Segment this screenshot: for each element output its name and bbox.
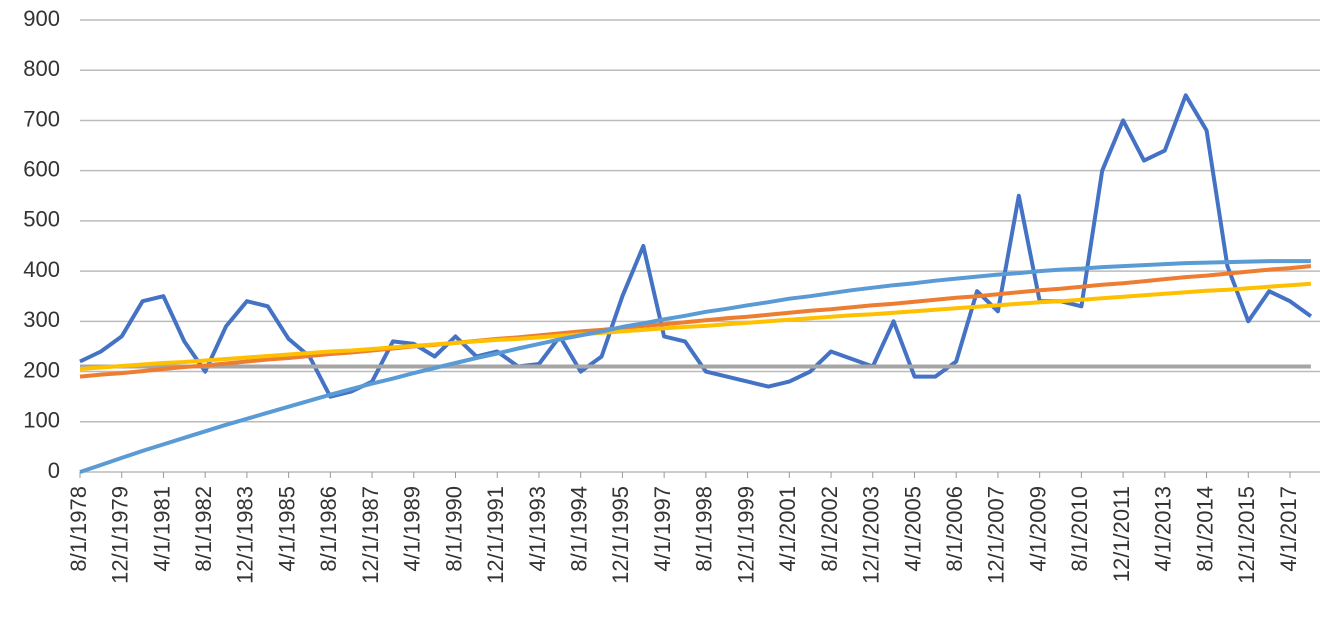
x-tick-label: 4/1/2009 [1025,486,1050,572]
x-tick-label: 12/1/1999 [733,486,758,584]
y-tick-label: 400 [23,257,60,282]
x-tick-label: 12/1/1979 [108,486,133,584]
y-tick-label: 800 [23,56,60,81]
x-tick-label: 12/1/2011 [1109,486,1134,582]
x-tick-label: 8/1/2006 [942,486,967,572]
x-tick-label: 4/1/1985 [274,486,299,572]
x-tick-label: 8/1/1978 [66,486,91,572]
y-tick-label: 0 [48,458,60,483]
series-line [79,264,1312,379]
x-tick-label: 12/1/2003 [859,486,884,584]
x-tick-label: 8/1/2010 [1067,486,1092,572]
x-tick-label: 4/1/1981 [149,486,174,572]
x-tick-label: 8/1/1986 [316,486,341,572]
x-tick-label: 12/1/1983 [233,486,258,584]
series-line [79,281,1312,371]
x-tick-label: 12/1/2007 [984,486,1009,584]
x-tick-label: 12/1/1987 [358,486,383,584]
x-tick-label: 4/1/2017 [1276,486,1301,572]
x-tick-label: 4/1/1989 [400,486,425,572]
x-tick-label: 4/1/2005 [900,486,925,572]
y-tick-label: 200 [23,357,60,382]
x-tick-label: 8/1/1994 [567,486,592,572]
x-tick-label: 8/1/1990 [441,486,466,572]
series-line [79,259,1311,474]
x-tick-label: 4/1/1993 [525,486,550,572]
x-tick-label: 8/1/1998 [692,486,717,572]
x-tick-label: 12/1/2015 [1234,486,1259,584]
y-tick-label: 100 [23,408,60,433]
x-tick-label: 8/1/1982 [191,486,216,572]
x-tick-label: 4/1/1997 [650,486,675,572]
y-tick-label: 700 [23,106,60,131]
x-tick-label: 8/1/2014 [1192,486,1217,572]
x-tick-label: 12/1/1991 [483,486,508,584]
y-tick-label: 300 [23,307,60,332]
y-tick-label: 500 [23,207,60,232]
series-line [79,93,1313,399]
x-tick-label: 8/1/2002 [817,486,842,572]
x-tick-label: 4/1/2013 [1151,486,1176,572]
x-tick-label: 12/1/1995 [608,486,633,584]
y-tick-label: 600 [23,156,60,181]
x-tick-label: 4/1/2001 [775,486,800,572]
y-tick-label: 900 [23,6,60,31]
